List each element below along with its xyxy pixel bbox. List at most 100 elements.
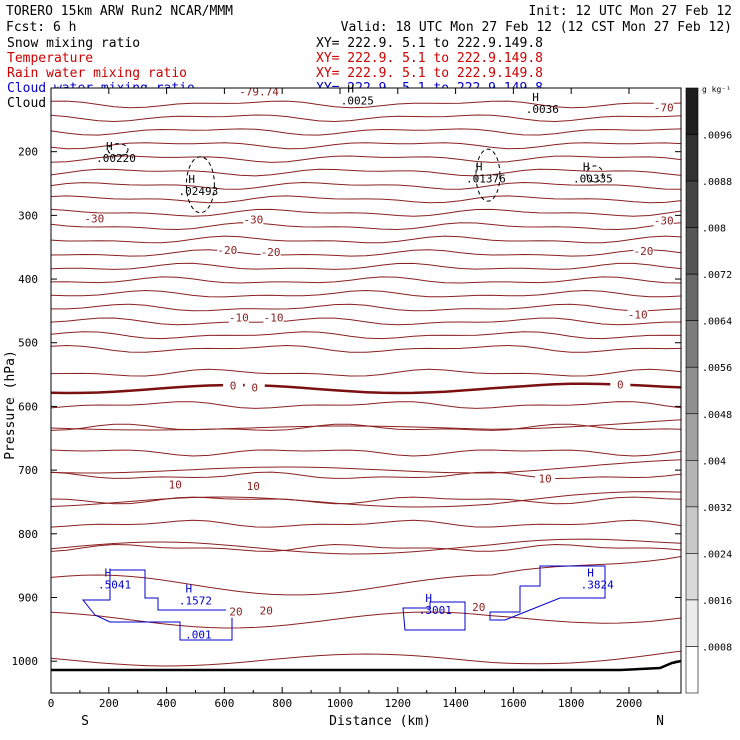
colorbar-tick-label: .008 xyxy=(702,224,726,235)
maximum-marker: H xyxy=(425,592,432,605)
colorbar-swatch xyxy=(685,599,699,647)
colorbar-swatch xyxy=(685,460,699,508)
isotherm-label: 10 xyxy=(539,473,552,486)
isotherm-line xyxy=(50,368,682,377)
colorbar-tick-label: .0016 xyxy=(702,596,732,607)
isotherm-label: -30 xyxy=(84,213,104,226)
isotherm-label-bg xyxy=(653,102,674,114)
cloud-water-contour xyxy=(402,601,466,631)
colorbar-swatch xyxy=(685,180,699,228)
maximum-value: .3001 xyxy=(419,604,452,617)
maximum-marker: H xyxy=(532,91,539,104)
maximum-value: .02493 xyxy=(179,185,219,198)
isotherm-label: -10 xyxy=(229,311,249,324)
isotherm-label: -10 xyxy=(264,311,284,324)
isotherm-line xyxy=(50,344,682,353)
isotherm-line xyxy=(50,249,682,257)
legend-entry-name: Snow mixing ratio xyxy=(7,36,140,51)
isotherm-line xyxy=(50,419,682,431)
isotherm-label-bg xyxy=(263,312,284,324)
x-axis-label: Distance (km) xyxy=(329,714,431,729)
isotherm-label-bg xyxy=(535,473,556,485)
colorbar-tick-label: .0024 xyxy=(702,549,732,560)
isotherm-label: -20 xyxy=(633,245,653,258)
colorbar-swatch xyxy=(685,366,699,415)
isotherm-label: -79.74 xyxy=(239,85,279,98)
isotherm-line xyxy=(50,195,682,204)
colorbar-swatch xyxy=(685,553,699,601)
legend-entry-xy: XY= 222.9. 5.1 to 222.9.149.8 xyxy=(316,66,543,81)
isotherm-label-bg xyxy=(260,246,281,258)
isotherm-label: 0 xyxy=(230,380,237,393)
isotherm-label: 20 xyxy=(260,604,273,617)
isotherm-label-bg xyxy=(468,602,489,614)
isotherm-label-bg xyxy=(243,481,264,493)
isotherm-line xyxy=(50,471,682,480)
isotherm-label: -70 xyxy=(654,101,674,114)
colorbar-swatch xyxy=(685,320,699,368)
isotherm-line xyxy=(50,543,682,552)
isotherm-label: -20 xyxy=(217,244,237,257)
isotherm-line xyxy=(50,114,682,123)
isotherm-line xyxy=(50,519,682,528)
maximum-value: .00220 xyxy=(96,152,136,165)
isotherm-line xyxy=(50,262,682,270)
colorbar-swatch xyxy=(685,227,699,275)
isotherm-label: -30 xyxy=(243,213,263,226)
isotherm-label-bg xyxy=(244,382,265,394)
legend-entry-name: Temperature xyxy=(7,51,93,66)
maximum-value: .001 xyxy=(185,628,212,641)
y-axis-label: Pressure (hPa) xyxy=(3,350,18,460)
y-tick-label: 800 xyxy=(18,528,38,541)
colorbar-tick-label: .0048 xyxy=(702,410,732,421)
colorbar-swatch xyxy=(685,273,699,321)
isotherm-line xyxy=(50,538,682,555)
maximum-marker: H xyxy=(587,567,594,580)
colorbar-tick-label: .0008 xyxy=(702,642,732,653)
cloud-water-contour xyxy=(489,565,606,621)
colorbar-swatch xyxy=(685,506,699,554)
colorbar-tick-label: .0056 xyxy=(702,363,732,374)
isotherm-line xyxy=(50,650,682,667)
isotherm-line xyxy=(50,155,682,163)
y-tick-label: 500 xyxy=(18,337,38,350)
isotherm-label: 10 xyxy=(247,480,260,493)
snow-contour xyxy=(107,143,129,157)
x-tick-label: 1600 xyxy=(500,697,527,710)
isotherm-label-bg xyxy=(243,214,264,226)
isotherm-label-bg xyxy=(653,215,674,227)
x-tick-label: 1400 xyxy=(442,697,469,710)
isotherm-line xyxy=(50,222,682,231)
maximum-marker: H xyxy=(347,83,354,96)
isotherm-line xyxy=(50,496,682,505)
isotherm-line xyxy=(50,208,682,217)
isotherm-label: -20 xyxy=(261,246,281,259)
isotherm-line xyxy=(50,449,682,457)
y-tick-label: 700 xyxy=(18,464,38,477)
colorbar-tick-label: .004 xyxy=(702,456,726,467)
isotherm-line xyxy=(50,168,682,177)
isotherm-line xyxy=(50,276,682,284)
zero-isotherm-line xyxy=(50,382,682,395)
cloud-water-contour xyxy=(81,569,233,641)
isotherm-label: -30 xyxy=(654,215,674,228)
legend-entry-xy: XY= 222.9. 5.1 to 222.9.149.8 xyxy=(316,51,543,66)
x-tick-label: 2000 xyxy=(616,697,643,710)
x-tick-label: 200 xyxy=(99,697,119,710)
legend-entry-xy: XY= 222.9. 5.1 to 222.9.149.8 xyxy=(316,36,543,51)
isotherm-label: 0 xyxy=(251,382,258,395)
maximum-marker: H xyxy=(476,160,483,173)
isotherm-label-bg xyxy=(225,606,246,618)
snow-contour xyxy=(586,165,604,183)
legend-entry-name: Rain water mixing ratio xyxy=(7,66,187,81)
header-forecast-hour: Fcst: 6 h xyxy=(6,20,76,35)
maximum-value: .01376 xyxy=(466,172,506,185)
maximum-marker: H xyxy=(105,567,112,580)
isotherm-line xyxy=(50,611,682,629)
colorbar-tick-label: .0072 xyxy=(702,270,732,281)
y-tick-label: 1000 xyxy=(12,655,39,668)
colorbar-swatch xyxy=(685,646,699,694)
colorbar-tick-label: .0032 xyxy=(702,503,732,514)
isotherm-label-bg xyxy=(84,213,105,225)
